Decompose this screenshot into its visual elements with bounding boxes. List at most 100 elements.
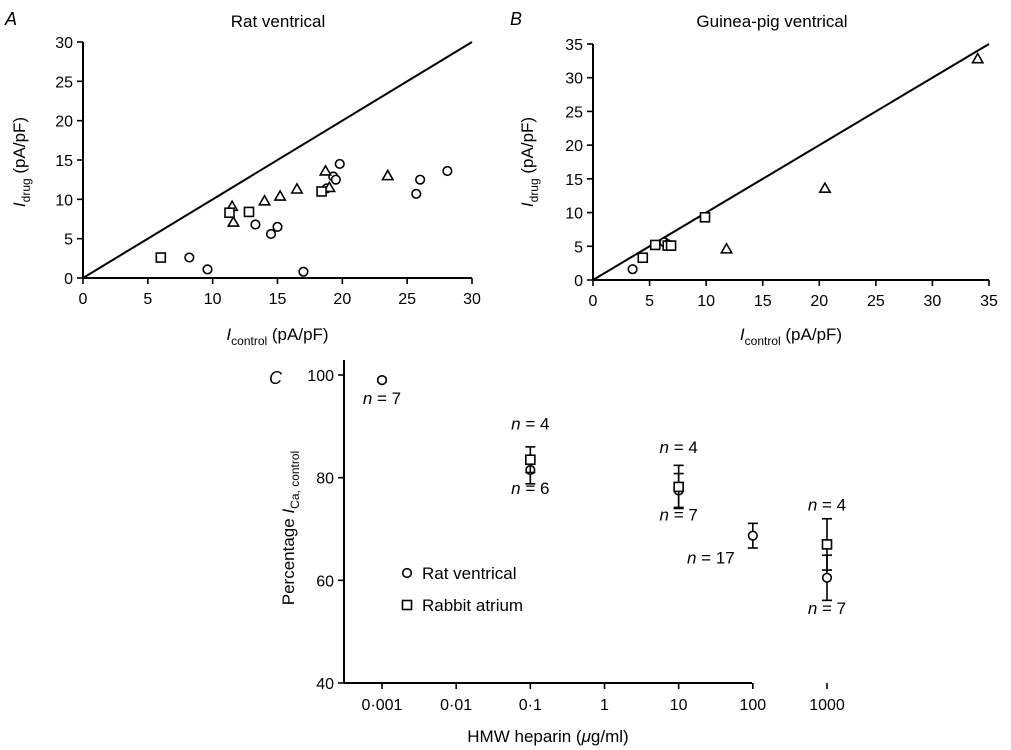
n-label-var: n [808, 599, 817, 618]
circle-point [330, 174, 341, 185]
n-label: n = 4 [660, 438, 698, 457]
n-label-value: = 7 [817, 599, 846, 618]
n-label-var: n [363, 389, 372, 408]
y-tick-label: 15 [55, 153, 73, 170]
triangle-point [290, 182, 304, 194]
x-tick-label: 10 [204, 291, 222, 308]
triangle-point [226, 215, 240, 227]
y-axis-label-unit: (pA/pF) [518, 117, 537, 178]
n-label-value: = 6 [521, 479, 550, 498]
y-axis-label-main: Percentage [279, 514, 298, 606]
x-tick-label: 5 [143, 291, 152, 308]
y-axis-label-unit: (pA/pF) [10, 117, 29, 178]
x-tick-label: 0·001 [362, 697, 403, 714]
x-tick-label: 1 [600, 697, 609, 714]
x-axis-label-sub: control [745, 334, 781, 348]
circle-point [747, 530, 758, 541]
circle-point [184, 252, 195, 263]
panel-b: B Guinea-pig ventrical 0 5 10 15 20 25 30 35 0 5 10 1… [510, 9, 998, 348]
x-axis-label-unit: (pA/pF) [267, 325, 328, 344]
x-axis-label-mu: μ [581, 727, 592, 746]
x-tick-label: 0·01 [440, 697, 472, 714]
panel-label: A [4, 9, 17, 29]
x-axis-label-main: I [226, 325, 231, 344]
x-tick-label: 0 [79, 291, 88, 308]
y-tick-label: 30 [55, 35, 73, 52]
legend-marker-circle [401, 567, 413, 579]
x-axis-label-main: HMW heparin ( [467, 727, 582, 746]
y-tick-label: 15 [565, 172, 583, 189]
y-tick-label: 20 [55, 114, 73, 131]
triangle-point [719, 242, 734, 254]
x-axis-label-unit: (pA/pF) [781, 325, 842, 344]
circle-point [442, 165, 453, 177]
y-axis-label-sub: drug [19, 178, 33, 202]
y-tick-label: 60 [316, 573, 334, 590]
n-label: n = 4 [808, 495, 846, 514]
x-axis-label-unit: g/ml) [591, 727, 629, 746]
square-point [665, 240, 677, 251]
n-label: n = 7 [808, 599, 846, 618]
n-label-value: = 7 [372, 389, 401, 408]
circle-point [202, 264, 213, 275]
circle-point [334, 158, 345, 170]
y-tick-label: 25 [565, 104, 583, 121]
x-tick-label: 30 [463, 291, 481, 308]
square-point [243, 206, 255, 218]
y-axis-label: Idrug (pA/pF) [518, 117, 541, 207]
n-label-var: n [511, 479, 520, 498]
square-point [649, 239, 661, 251]
x-tick-label: 30 [924, 293, 942, 310]
x-tick-label: 25 [398, 291, 416, 308]
y-tick-label: 5 [574, 239, 583, 256]
panel-a: A Rat ventrical 0 5 10 15 20 25 30 0 5 10 15 20 25 30 Ic… [4, 9, 481, 348]
square-point [699, 211, 711, 223]
square-point [316, 186, 327, 197]
y-tick-label: 35 [565, 37, 583, 54]
y-axis-label: Idrug (pA/pF) [10, 117, 33, 207]
x-tick-label: 0·1 [519, 697, 542, 714]
panel-label: C [269, 368, 283, 388]
y-tick-label: 10 [55, 192, 73, 209]
x-axis-label: Icontrol (pA/pF) [226, 325, 328, 348]
panel-title: Rat ventrical [231, 12, 325, 31]
y-axis-label-sub: drug [527, 178, 541, 202]
n-label: n = 7 [363, 389, 401, 408]
y-tick-label: 100 [307, 368, 334, 385]
square-point [525, 454, 536, 466]
square-point [224, 207, 235, 219]
x-tick-label: 0 [589, 293, 598, 310]
x-tick-label: 15 [754, 293, 772, 310]
y-tick-label: 30 [565, 71, 583, 88]
n-label-var: n [511, 415, 520, 434]
n-label-var: n [660, 438, 669, 457]
n-label: n = 7 [660, 506, 698, 525]
x-tick-label: 1000 [809, 697, 845, 714]
x-tick-label: 10 [697, 293, 715, 310]
n-label: n = 6 [511, 479, 549, 498]
y-tick-label: 0 [64, 271, 73, 288]
circle-point [415, 174, 426, 185]
x-tick-label: 20 [810, 293, 828, 310]
x-axis-label: HMW heparin (μg/ml) [467, 727, 628, 746]
x-tick-label: 15 [269, 291, 287, 308]
triangle-point [318, 164, 333, 176]
triangle-point [273, 189, 287, 201]
panel-label: B [510, 9, 522, 29]
square-point [673, 481, 684, 493]
circle-point [411, 188, 422, 199]
square-point [155, 252, 167, 263]
y-tick-label: 20 [565, 138, 583, 155]
x-axis-label-main: I [740, 325, 745, 344]
n-label-var: n [687, 549, 696, 568]
circle-point [250, 219, 261, 230]
n-label: n = 4 [511, 415, 549, 434]
y-axis-label-main: I [10, 202, 29, 207]
circle-point [272, 221, 283, 232]
x-tick-label: 5 [645, 293, 654, 310]
circle-point [298, 266, 309, 277]
panel-title: Guinea-pig ventrical [696, 12, 847, 31]
x-tick-label: 25 [867, 293, 885, 310]
